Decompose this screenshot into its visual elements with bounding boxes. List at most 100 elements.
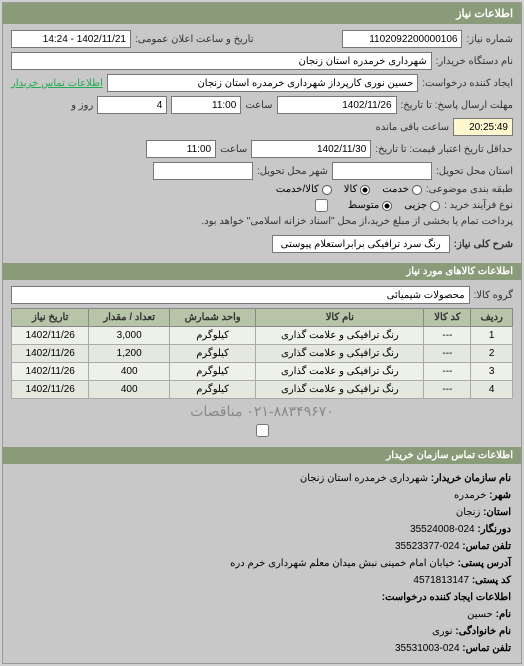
table-cell: 3,000 (89, 327, 170, 345)
contact-link[interactable]: اطلاعات تماس خریدار (11, 78, 103, 89)
category-radio-group: خدمت کالا کالا/خدمت (276, 184, 422, 195)
days-label: روز و (71, 100, 93, 111)
validity-date-field[interactable]: 1402/11/30 (251, 140, 371, 158)
table-header: تعداد / مقدار (89, 309, 170, 327)
table-row[interactable]: 3---رنگ ترافیکی و علامت گذاریکیلوگرم4001… (12, 363, 513, 381)
radio-medium-label: متوسط (348, 200, 379, 211)
goods-section-title: اطلاعات کالاهای مورد نیاز (406, 266, 513, 277)
radio-small-label: جزیی (404, 200, 427, 211)
contact-block: نام سازمان خریدار: شهرداری خرمدره استان … (3, 464, 521, 663)
purchase-type-label: نوع فرآیند خرید : (444, 200, 513, 211)
table-cell: 1402/11/26 (12, 363, 89, 381)
table-row[interactable]: 1---رنگ ترافیکی و علامت گذاریکیلوگرم3,00… (12, 327, 513, 345)
province-value: زنجان (456, 507, 480, 518)
goods-form-area: گروه کالا: محصولات شیمیائی ردیفکد کالانا… (3, 280, 521, 447)
radio-dot-icon (412, 185, 422, 195)
fax-value: 024-35524008 (410, 524, 475, 535)
deadline-label: مهلت ارسال پاسخ: تا تاریخ: (401, 100, 513, 111)
radio-medium[interactable]: متوسط (348, 200, 392, 211)
table-cell: رنگ ترافیکی و علامت گذاری (256, 363, 424, 381)
panel-header: اطلاعات نیاز (3, 3, 521, 24)
address-label: آدرس پستی: (458, 558, 511, 569)
hour-label-2: ساعت (220, 144, 247, 155)
name-value: حسین (467, 609, 493, 620)
need-no-field[interactable]: 1102092200000106 (342, 30, 462, 48)
need-no-label: شماره نیاز: (466, 34, 513, 45)
table-cell: کیلوگرم (169, 327, 255, 345)
radio-both-label: کالا/خدمت (276, 184, 319, 195)
city-value: خرمدره (454, 490, 486, 501)
table-cell: 3 (471, 363, 513, 381)
table-cell: 4 (471, 381, 513, 399)
table-cell: 400 (89, 363, 170, 381)
table-cell: رنگ ترافیکی و علامت گذاری (256, 381, 424, 399)
deadline-date-field[interactable]: 1402/11/26 (277, 96, 397, 114)
name-label: نام: (496, 609, 511, 620)
goods-table: ردیفکد کالانام کالاواحد شمارشتعداد / مقد… (11, 308, 513, 399)
lastname-label: نام خانوادگی: (455, 626, 511, 637)
table-cell: رنگ ترافیکی و علامت گذاری (256, 327, 424, 345)
requester-field: حسین نوری کارپرداز شهرداری خرمدره استان … (107, 74, 418, 92)
time-remain-label: ساعت باقی مانده (376, 122, 449, 133)
radio-goods-label: کالا (344, 184, 358, 195)
postal-value: 4571813147 (413, 575, 469, 586)
buyer-org-label: نام دستگاه خریدار: (436, 56, 513, 67)
lastname-value: نوری (432, 626, 453, 637)
creator-section-label: اطلاعات ایجاد کننده درخواست: (13, 589, 511, 606)
table-cell: رنگ ترافیکی و علامت گذاری (256, 345, 424, 363)
delivery-city-label: شهر محل تحویل: (257, 166, 328, 177)
unknown-checkbox[interactable] (256, 424, 269, 437)
deadline-hour-field[interactable]: 11:00 (171, 96, 241, 114)
table-cell: کیلوگرم (169, 345, 255, 363)
table-header: تاریخ نیاز (12, 309, 89, 327)
table-cell: 400 (89, 381, 170, 399)
cphone-value: 024-35531003 (395, 643, 460, 654)
table-cell: 1402/11/26 (12, 381, 89, 399)
purchase-radio-group: جزیی متوسط (348, 200, 440, 211)
table-cell: --- (424, 363, 471, 381)
radio-goods[interactable]: کالا (344, 184, 371, 195)
contact-section-title: اطلاعات تماس سازمان خریدار (386, 450, 513, 461)
table-cell: 1402/11/26 (12, 327, 89, 345)
validity-hour-field[interactable]: 11:00 (146, 140, 216, 158)
table-cell: --- (424, 345, 471, 363)
table-cell: --- (424, 327, 471, 345)
table-cell: 1402/11/26 (12, 345, 89, 363)
payment-note: پرداخت تمام یا بخشی از مبلغ خرید،از محل … (201, 216, 513, 227)
radio-small[interactable]: جزیی (404, 200, 440, 211)
radio-service[interactable]: خدمت (382, 184, 422, 195)
table-row[interactable]: 4---رنگ ترافیکی و علامت گذاریکیلوگرم4001… (12, 381, 513, 399)
table-cell: 2 (471, 345, 513, 363)
table-header: کد کالا (424, 309, 471, 327)
hour-label-1: ساعت (245, 100, 272, 111)
radio-dot-icon (382, 201, 392, 211)
table-header: ردیف (471, 309, 513, 327)
radio-dot-icon (430, 201, 440, 211)
table-cell: 1,200 (89, 345, 170, 363)
org-label: نام سازمان خریدار: (431, 473, 511, 484)
radio-service-label: خدمت (382, 184, 409, 195)
delivery-city-field (153, 162, 253, 180)
goods-section-header: اطلاعات کالاهای مورد نیاز (3, 263, 521, 280)
table-header: نام کالا (256, 309, 424, 327)
province-label: استان: (483, 507, 511, 518)
table-row[interactable]: 2---رنگ ترافیکی و علامت گذاریکیلوگرم1,20… (12, 345, 513, 363)
radio-both[interactable]: کالا/خدمت (276, 184, 332, 195)
table-cell: --- (424, 381, 471, 399)
delivery-province-field (332, 162, 432, 180)
table-cell: کیلوگرم (169, 381, 255, 399)
announce-field: 1402/11/21 - 14:24 (11, 30, 131, 48)
group-field: محصولات شیمیائی (11, 286, 470, 304)
buyer-org-field: شهرداری خرمدره استان زنجان (11, 52, 432, 70)
days-remain-field: 4 (97, 96, 167, 114)
payment-checkbox[interactable] (315, 199, 328, 212)
address-value: خیابان امام خمینی نبش میدان معلم شهرداری… (230, 558, 455, 569)
phone-value: 024-35523377 (395, 541, 460, 552)
desc-label: شرح کلی نیاز: (454, 239, 513, 250)
fax-label: دورنگار: (477, 524, 511, 535)
requester-label: ایجاد کننده درخواست: (422, 78, 513, 89)
desc-field: رنگ سرد ترافیکی برابراستعلام پیوستی (272, 235, 450, 253)
form-area: شماره نیاز: 1102092200000106 تاریخ و ساع… (3, 24, 521, 263)
table-header: واحد شمارش (169, 309, 255, 327)
panel-title: اطلاعات نیاز (456, 8, 513, 20)
